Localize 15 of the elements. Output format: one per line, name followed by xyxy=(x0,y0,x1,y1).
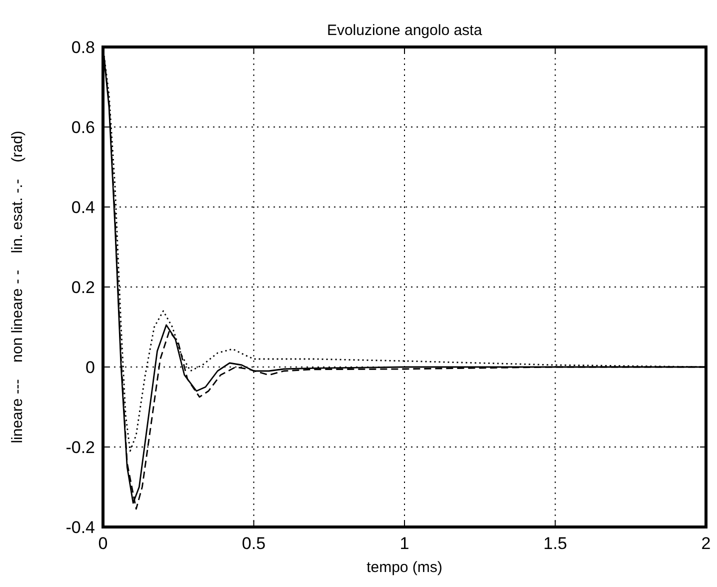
x-tick-label: 1.5 xyxy=(543,534,568,553)
x-axis-title: tempo (ms) xyxy=(366,559,442,576)
chart-title: Evoluzione angolo asta xyxy=(326,22,483,39)
y-axis-title: lineare --- non lineare - - lin. esat. -.- (rad) xyxy=(9,130,26,444)
x-tick-label: 0 xyxy=(98,534,108,553)
y-tick-label: 0.8 xyxy=(71,38,95,57)
y-tick-label: 0.4 xyxy=(71,198,95,217)
x-tick-label: 2 xyxy=(701,534,711,553)
x-tick-label: 0.5 xyxy=(242,534,266,553)
x-tick-label: 1 xyxy=(400,534,410,553)
y-tick-label: 0.6 xyxy=(71,118,95,137)
y-tick-label: 0 xyxy=(86,358,95,377)
y-tick-label: 0.2 xyxy=(71,278,95,297)
y-tick-label: -0.4 xyxy=(66,518,95,537)
y-tick-label: -0.2 xyxy=(66,438,95,457)
